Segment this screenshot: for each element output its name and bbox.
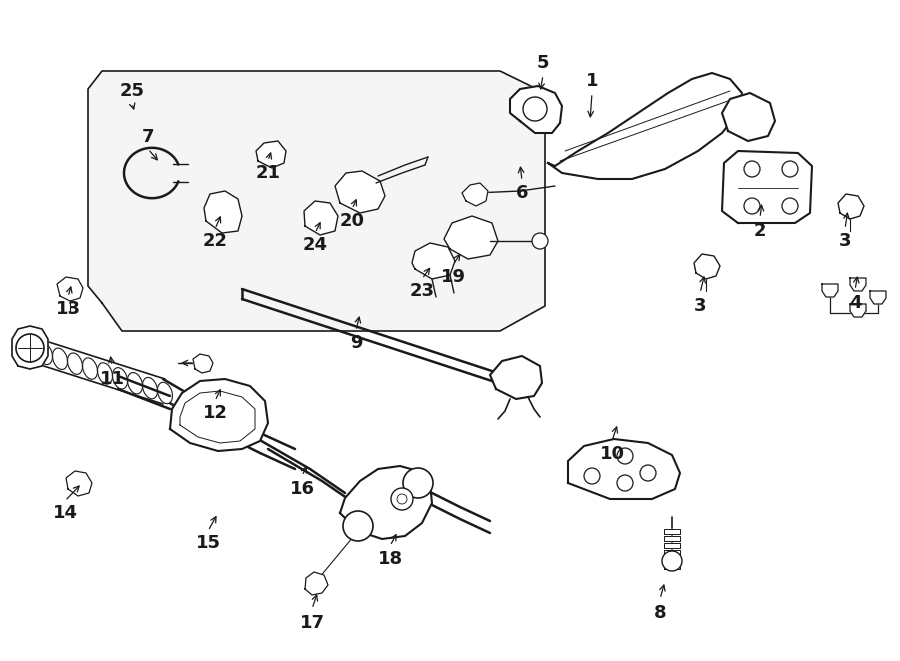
Text: 7: 7 (142, 128, 154, 146)
Text: 3: 3 (694, 297, 706, 315)
Circle shape (662, 551, 682, 571)
Ellipse shape (22, 338, 38, 360)
Ellipse shape (112, 368, 128, 389)
Circle shape (391, 488, 413, 510)
Polygon shape (664, 543, 680, 548)
Circle shape (617, 475, 633, 491)
Text: 3: 3 (839, 232, 851, 250)
Polygon shape (568, 439, 680, 499)
Polygon shape (412, 243, 455, 279)
Polygon shape (664, 529, 680, 534)
Ellipse shape (38, 343, 52, 365)
Text: 21: 21 (256, 164, 281, 182)
Circle shape (532, 233, 548, 249)
Text: 16: 16 (290, 480, 314, 498)
Polygon shape (664, 550, 680, 555)
Polygon shape (664, 557, 680, 562)
Polygon shape (66, 471, 92, 496)
Polygon shape (256, 141, 286, 168)
Text: 25: 25 (120, 82, 145, 100)
Text: 11: 11 (100, 370, 124, 388)
Ellipse shape (158, 382, 173, 404)
Polygon shape (12, 326, 48, 369)
Text: 5: 5 (536, 54, 549, 72)
Polygon shape (305, 572, 328, 595)
Text: 20: 20 (339, 212, 365, 230)
Circle shape (403, 468, 433, 498)
Circle shape (744, 198, 760, 214)
Text: 19: 19 (440, 268, 465, 286)
Polygon shape (57, 277, 83, 301)
Polygon shape (335, 171, 385, 213)
Circle shape (782, 198, 798, 214)
Polygon shape (88, 71, 545, 331)
Text: 12: 12 (202, 404, 228, 422)
Polygon shape (838, 194, 864, 219)
Polygon shape (304, 201, 338, 235)
Circle shape (744, 161, 760, 177)
Polygon shape (694, 254, 720, 279)
Ellipse shape (68, 353, 83, 374)
Polygon shape (664, 564, 680, 569)
Text: 23: 23 (410, 282, 435, 300)
Text: 14: 14 (52, 504, 77, 522)
Text: 4: 4 (849, 294, 861, 312)
Circle shape (782, 161, 798, 177)
Circle shape (16, 334, 44, 362)
Circle shape (640, 465, 656, 481)
Text: 22: 22 (202, 232, 228, 250)
Polygon shape (444, 216, 498, 259)
Polygon shape (170, 379, 268, 451)
Text: 24: 24 (302, 236, 328, 254)
Polygon shape (204, 191, 242, 233)
Polygon shape (193, 354, 213, 373)
Ellipse shape (128, 373, 142, 394)
Polygon shape (510, 86, 562, 133)
Text: 6: 6 (516, 184, 528, 202)
Polygon shape (664, 536, 680, 541)
Ellipse shape (97, 363, 112, 384)
Polygon shape (722, 93, 775, 141)
Polygon shape (850, 278, 866, 291)
Polygon shape (462, 183, 488, 206)
Circle shape (523, 97, 547, 121)
Polygon shape (722, 151, 812, 223)
Circle shape (397, 494, 407, 504)
Polygon shape (548, 73, 742, 179)
Polygon shape (340, 466, 432, 539)
Text: 18: 18 (377, 550, 402, 568)
Ellipse shape (142, 377, 157, 399)
Text: 9: 9 (350, 334, 362, 352)
Ellipse shape (52, 348, 68, 369)
Text: 8: 8 (653, 604, 666, 622)
Text: 2: 2 (754, 222, 766, 240)
Circle shape (617, 448, 633, 464)
Text: 1: 1 (586, 72, 598, 90)
Polygon shape (870, 291, 886, 304)
Polygon shape (822, 284, 838, 297)
Polygon shape (490, 356, 542, 399)
Polygon shape (850, 304, 866, 317)
Text: 17: 17 (300, 614, 325, 632)
Circle shape (584, 468, 600, 484)
Ellipse shape (83, 358, 97, 379)
Circle shape (343, 511, 373, 541)
Text: 15: 15 (195, 534, 220, 552)
Text: 10: 10 (599, 445, 625, 463)
Text: 13: 13 (56, 300, 80, 318)
